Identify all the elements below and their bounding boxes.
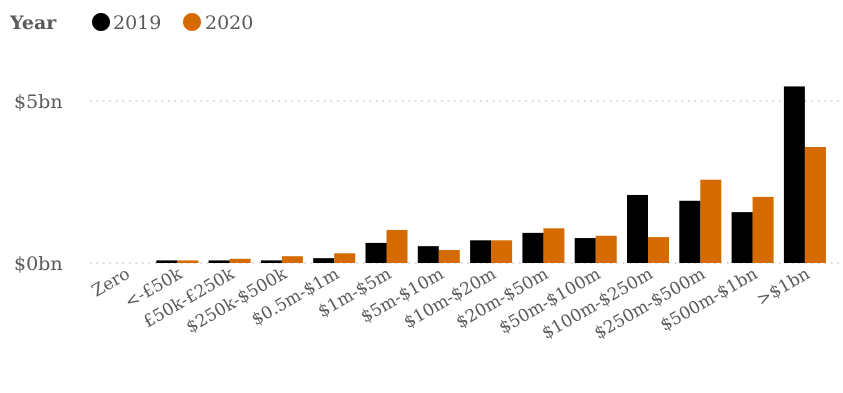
- bar-2019-3: [260, 260, 282, 263]
- bar-2019-7: [470, 240, 492, 263]
- y-tick-label: $5bn: [14, 91, 63, 113]
- bar-2020-12: [752, 196, 774, 263]
- bar-2020-10: [648, 237, 669, 263]
- legend-label-2019: 2019: [113, 12, 161, 34]
- bar-2020-8: [543, 228, 565, 263]
- bar-2020-1: [177, 260, 199, 263]
- bar-2019-5: [365, 242, 387, 263]
- gridlines: [90, 100, 840, 264]
- bar-2019-1: [156, 260, 178, 263]
- bar-2019-6: [417, 246, 439, 263]
- bar-2019-8: [522, 232, 544, 263]
- bar-2020-3: [281, 256, 303, 263]
- bar-2020-9: [595, 235, 617, 263]
- bar-2019-13: [783, 86, 805, 263]
- bar-2020-7: [491, 240, 513, 263]
- y-tick-label: $0bn: [14, 253, 63, 275]
- legend: Year 2019 2020: [9, 12, 253, 34]
- legend-swatch-2020: [183, 13, 201, 31]
- bar-2019-2: [208, 260, 230, 263]
- bar-2020-2: [229, 258, 251, 263]
- legend-title: Year: [9, 12, 57, 34]
- y-axis-ticks: $0bn $5bn: [14, 91, 63, 275]
- bar-2019-12: [731, 212, 753, 263]
- bar-2020-6: [438, 250, 460, 263]
- x-tick-label: >$1bn: [753, 264, 813, 310]
- bars: [156, 86, 826, 263]
- bar-2019-10: [627, 194, 648, 263]
- x-axis-ticks: Zero<-£50k£50k-£250k$250k-$500k$0.5m-$1m…: [89, 264, 814, 344]
- bar-2020-11: [700, 179, 722, 263]
- bar-2020-4: [334, 253, 356, 263]
- bar-2019-9: [574, 238, 596, 263]
- legend-label-2020: 2020: [205, 12, 253, 34]
- bar-2019-11: [679, 200, 701, 263]
- bar-2019-4: [313, 258, 335, 263]
- legend-swatch-2019: [92, 13, 110, 31]
- bar-2020-13: [804, 147, 826, 263]
- bar-2020-5: [386, 229, 408, 263]
